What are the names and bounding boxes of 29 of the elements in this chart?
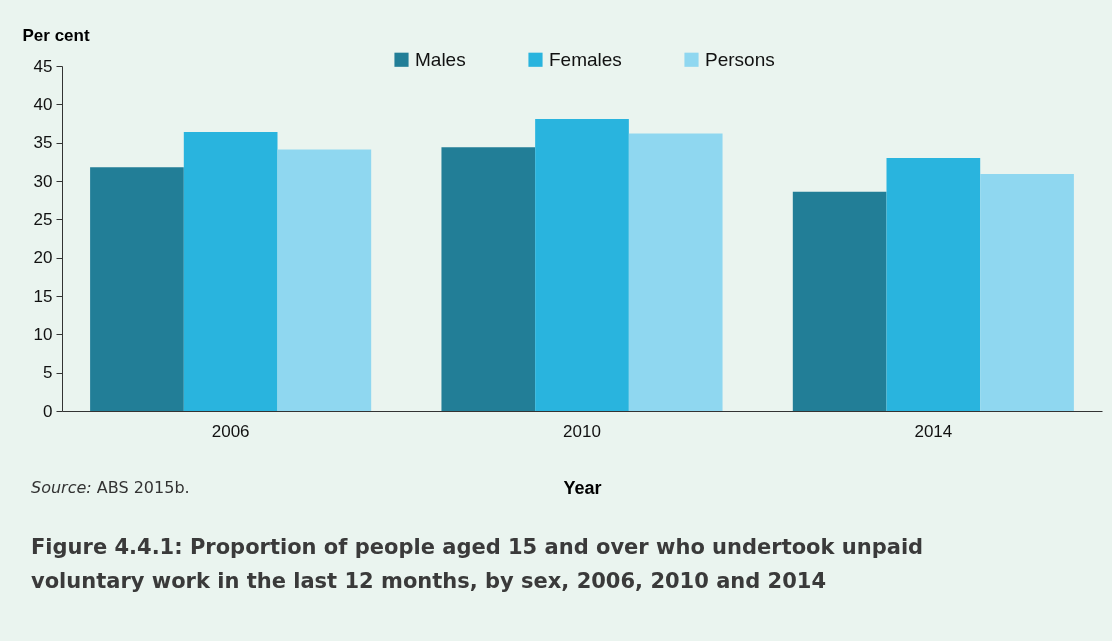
bar xyxy=(886,158,981,411)
x-tick-label: 2010 xyxy=(563,421,601,441)
x-tick-label: 2014 xyxy=(914,421,953,441)
y-tick-label: 30 xyxy=(33,171,53,191)
bar xyxy=(183,131,278,411)
bar xyxy=(441,147,536,411)
source-note: Source: ABS 2015b. xyxy=(31,478,190,497)
y-tick-label: 40 xyxy=(33,94,53,114)
y-tick-label: 45 xyxy=(33,56,53,76)
y-tick-label: 5 xyxy=(43,363,53,383)
y-tick-label: 0 xyxy=(43,401,53,421)
y-axis-title: Per cent xyxy=(22,25,90,45)
x-axis-title: Year xyxy=(563,477,602,498)
bar xyxy=(980,174,1074,411)
legend-label: Males xyxy=(415,48,466,70)
x-tick-label: 2006 xyxy=(211,421,250,441)
bar xyxy=(535,118,629,411)
y-tick-label: 25 xyxy=(33,209,53,229)
y-tick-label: 35 xyxy=(33,133,53,153)
legend-label: Females xyxy=(549,48,622,70)
bar xyxy=(277,149,372,411)
y-tick-label: 20 xyxy=(33,248,53,268)
bar xyxy=(90,167,184,411)
legend-label: Persons xyxy=(705,48,775,70)
text: Figure 4.4.1: Proportion of people aged 15 and over who undertook unpaid voluntary work in the last 12 months, by sex, 2006, 2010 and 2014 xyxy=(31,534,925,595)
bar xyxy=(628,133,723,411)
y-tick-label: 10 xyxy=(33,324,53,344)
bar xyxy=(792,191,887,411)
y-tick-label: 15 xyxy=(33,286,53,306)
